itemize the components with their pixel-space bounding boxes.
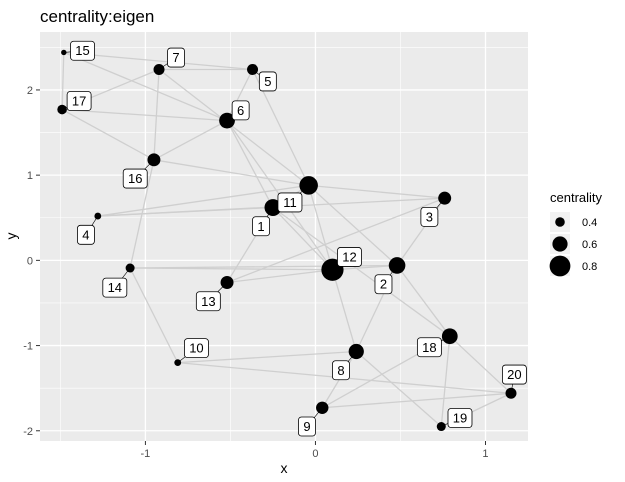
edge-4-1 (97, 206, 273, 217)
node-label-9: 9 (298, 407, 323, 437)
legend-key-0.6 (552, 236, 568, 252)
node-label-14: 14 (102, 267, 131, 298)
node-label-text: 4 (82, 227, 89, 242)
edge-15-17 (61, 52, 65, 110)
node-label-text: 18 (422, 340, 436, 355)
edge-7-11 (158, 68, 310, 186)
node-label-text: 12 (342, 249, 356, 264)
node-label-text: 14 (108, 280, 122, 295)
x-tick-label: -1 (141, 448, 151, 460)
chart-title: centrality:eigen (40, 7, 154, 26)
node-label-2: 2 (374, 265, 398, 295)
edge-18-19 (440, 336, 451, 427)
y-tick-label: -1 (23, 341, 33, 353)
edge-12-8 (331, 269, 357, 352)
edge-3-13 (226, 197, 445, 284)
edge-6-16 (153, 120, 228, 161)
edge-5-6 (226, 69, 254, 121)
node-label-text: 7 (172, 50, 179, 65)
edge-7-16 (153, 69, 160, 160)
edge-17-16 (61, 108, 155, 161)
node-label-text: 13 (201, 294, 215, 309)
node-label-text: 5 (264, 74, 271, 89)
node-label-6: 6 (226, 100, 250, 121)
node-label-15: 15 (63, 40, 95, 61)
edge-12-13 (226, 269, 333, 284)
node-label-8: 8 (332, 351, 357, 381)
node-label-4: 4 (77, 215, 99, 245)
x-tick-label: 1 (482, 448, 488, 460)
legend-label: 0.8 (582, 261, 597, 273)
node-label-text: 1 (257, 219, 264, 234)
node-label-text: 20 (507, 367, 521, 382)
node-label-text: 10 (189, 341, 203, 356)
edge-6-1 (226, 120, 274, 208)
edge-18-20 (449, 335, 512, 394)
edge-10-8 (177, 350, 357, 364)
x-axis-title: x (281, 460, 288, 476)
edge-11-4 (97, 184, 309, 217)
node-label-10: 10 (177, 338, 209, 363)
node-label-3: 3 (420, 197, 445, 227)
node-label-text: 19 (453, 410, 467, 425)
y-tick-label: -2 (23, 426, 33, 438)
node-label-17: 17 (61, 91, 92, 111)
node-label-text: 17 (72, 94, 86, 109)
node-label-1: 1 (252, 207, 274, 237)
y-tick-label: 2 (27, 85, 33, 97)
edge-9-20 (322, 392, 512, 409)
legend-entries: 0.4 0.6 0.8 (549, 212, 597, 277)
x-tick-label: 0 (312, 448, 318, 460)
y-tick-label: 0 (27, 255, 33, 267)
edge-15-5 (63, 51, 253, 71)
edge-17-6 (62, 108, 228, 122)
y-tick-label: 1 (27, 170, 33, 182)
node-label-text: 2 (380, 277, 387, 292)
node-label-text: 8 (337, 363, 344, 378)
legend-label: 0.6 (582, 239, 597, 251)
node-label-19: 19 (441, 408, 473, 428)
node-label-18: 18 (416, 335, 450, 358)
node-label-20: 20 (501, 364, 527, 394)
edge-15-6 (63, 51, 228, 122)
node-label-text: 11 (283, 195, 297, 210)
edge-18-1 (272, 207, 451, 337)
node-label-16: 16 (122, 159, 155, 189)
legend-key-0.4 (555, 217, 565, 227)
y-axis-title: y (3, 233, 19, 240)
node-label-7: 7 (158, 47, 185, 70)
node-label-13: 13 (195, 282, 228, 312)
node-label-text: 16 (128, 171, 142, 186)
node-label-text: 9 (303, 419, 310, 434)
node-label-5: 5 (252, 69, 277, 92)
node-label-text: 6 (237, 103, 244, 118)
edge-14-10 (129, 267, 179, 363)
edge-2-18 (396, 265, 451, 337)
node-label-text: 3 (426, 209, 433, 224)
edge-1-12 (272, 207, 333, 271)
legend-label: 0.4 (582, 217, 597, 229)
node-label-12: 12 (332, 247, 362, 270)
edge-16-11 (153, 159, 309, 187)
edge-8-19 (355, 351, 442, 428)
legend: centrality 0.4 0.6 0.8 (549, 190, 603, 277)
edge-11-12 (308, 185, 334, 270)
node-label-text: 15 (75, 43, 89, 58)
plot-panel (40, 32, 528, 441)
edge-11-3 (308, 184, 445, 199)
legend-title: centrality (550, 190, 603, 205)
edge-11-2 (308, 184, 398, 266)
legend-key-0.8 (549, 255, 571, 277)
node-label-11: 11 (277, 185, 309, 213)
